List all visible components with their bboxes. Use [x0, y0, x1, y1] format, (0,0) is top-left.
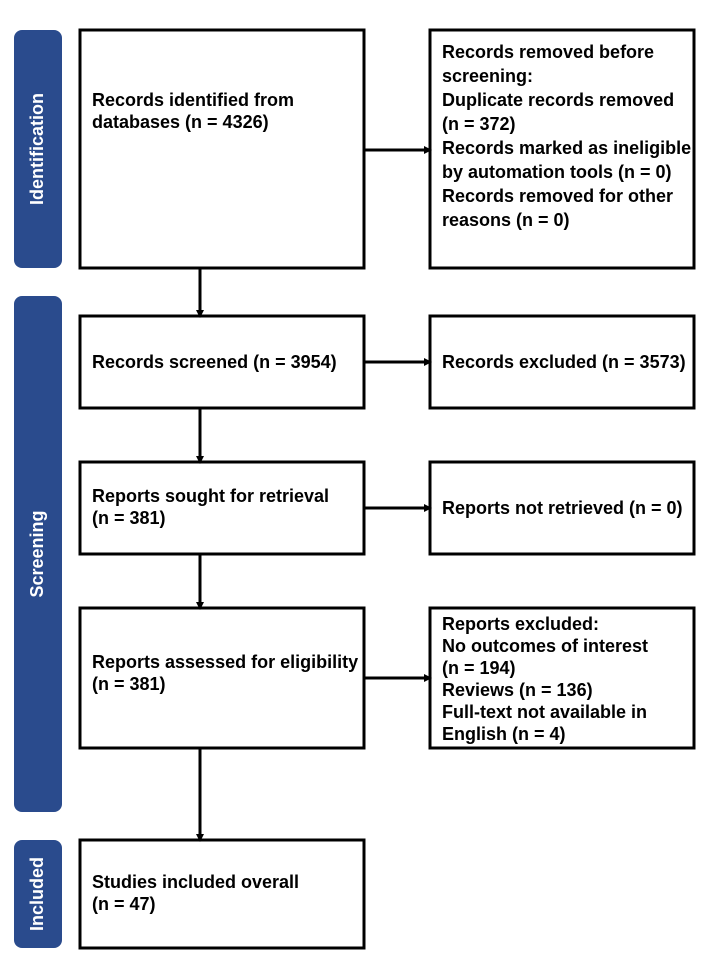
box-text-records-removed-line-0: Records removed before [442, 42, 654, 62]
box-text-reports-excluded-line-5: English (n = 4) [442, 724, 566, 744]
box-text-reports-excluded-line-2: (n = 194) [442, 658, 516, 678]
box-text-reports-not-retrieved-line-0: Reports not retrieved (n = 0) [442, 498, 683, 518]
box-text-records-excluded-line-0: Records excluded (n = 3573) [442, 352, 686, 372]
box-text-studies-included-line-0: Studies included overall [92, 872, 299, 892]
stage-label-included: Included [27, 857, 47, 931]
box-text-records-removed-line-6: Records removed for other [442, 186, 673, 206]
box-text-reports-sought-line-0: Reports sought for retrieval [92, 486, 329, 506]
box-text-reports-sought-line-1: (n = 381) [92, 508, 166, 528]
box-records-identified [80, 30, 364, 268]
box-text-records-identified-line-0: Records identified from [92, 90, 294, 110]
box-text-records-removed-line-1: screening: [442, 66, 533, 86]
stage-label-screening: Screening [27, 510, 47, 597]
box-text-reports-excluded-line-0: Reports excluded: [442, 614, 599, 634]
box-text-records-removed-line-2: Duplicate records removed [442, 90, 674, 110]
prisma-flowchart: Identification Screening Included Records … [0, 0, 708, 969]
stage-label-identification: Identification [27, 93, 47, 205]
box-text-reports-assessed-line-0: Reports assessed for eligibility [92, 652, 358, 672]
box-text-reports-excluded-line-4: Full-text not available in [442, 702, 647, 722]
box-text-records-screened-line-0: Records screened (n = 3954) [92, 352, 337, 372]
box-text-records-removed-line-5: by automation tools (n = 0) [442, 162, 672, 182]
box-text-reports-excluded-line-3: Reviews (n = 136) [442, 680, 593, 700]
box-text-reports-excluded-line-1: No outcomes of interest [442, 636, 648, 656]
box-text-records-removed-line-4: Records marked as ineligible [442, 138, 691, 158]
box-text-studies-included-line-1: (n = 47) [92, 894, 156, 914]
box-text-records-identified-line-1: databases (n = 4326) [92, 112, 269, 132]
box-text-records-removed-line-7: reasons (n = 0) [442, 210, 570, 230]
box-text-records-removed-line-3: (n = 372) [442, 114, 516, 134]
box-text-reports-assessed-line-1: (n = 381) [92, 674, 166, 694]
